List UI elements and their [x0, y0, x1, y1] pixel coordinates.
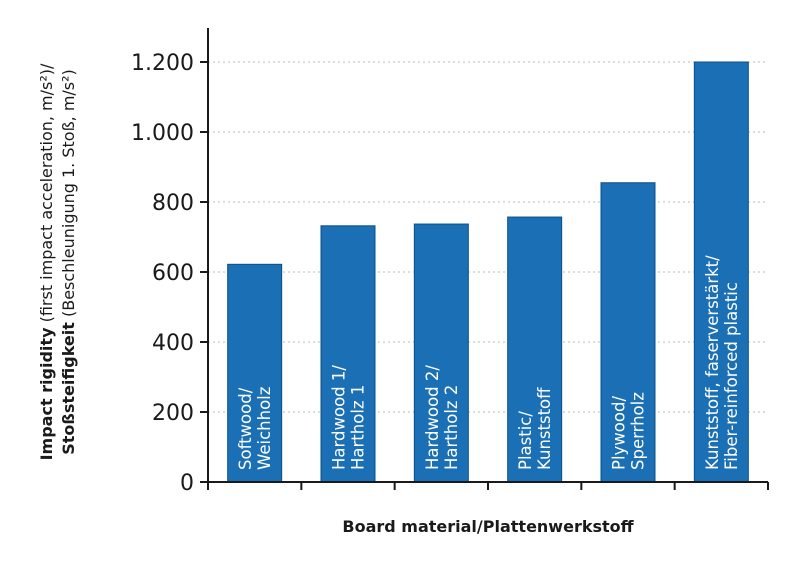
bar-label: Softwood/Weichholz	[236, 387, 274, 470]
bar-label-line: Weichholz	[255, 387, 274, 470]
bar-label: Plywood/Sperrholz	[610, 392, 648, 470]
bar	[320, 225, 376, 483]
y-axis-title-line2-bold: Stoßsteifigkeit	[59, 322, 78, 455]
y-tick-label: 1.000	[131, 121, 194, 146]
bar-label-line: Hardwood 1/	[330, 365, 349, 470]
bar-label: Hardwood 2/Hartholz 2	[423, 365, 461, 470]
y-tick-label: 400	[152, 331, 194, 356]
y-ticks: 0 200 400 600 800 1.000 1.200	[131, 51, 208, 496]
y-axis-title-line2-normal: (Beschleunigung 1. Stoß, m/s²)	[59, 69, 78, 322]
x-ticks	[207, 482, 769, 490]
bar-label-line: Plywood/	[610, 396, 629, 470]
gridlines	[208, 61, 768, 413]
bar-label-line: Kunststoff	[535, 387, 554, 470]
y-tick-label: 1.200	[131, 51, 194, 76]
bar-label-line: Fiber-reinforced plastic	[722, 282, 741, 470]
svg-text:Stoßsteifigkeit (Beschleunigun: Stoßsteifigkeit (Beschleunigung 1. Stoß,…	[59, 69, 78, 455]
bar	[693, 61, 749, 483]
x-axis-title: Board material/Plattenwerkstoff	[342, 517, 634, 536]
bar-label: Hardwood 1/Hartholz 1	[330, 365, 368, 470]
y-tick-label: 0	[180, 471, 194, 496]
bar-label-line: Hartholz 1	[349, 385, 368, 470]
bar-label-line: Plastic/	[516, 411, 535, 470]
axes	[207, 28, 768, 483]
svg-text:Impact rigidity (first impact: Impact rigidity (first impact accelerati…	[37, 63, 56, 460]
bar	[507, 216, 563, 483]
y-tick-label: 200	[152, 401, 194, 426]
y-axis-title: Impact rigidity (first impact accelerati…	[37, 63, 78, 460]
y-axis-title-line1-bold: Impact rigidity	[37, 327, 56, 460]
bar-label-line: Hartholz 2	[442, 385, 461, 470]
bar	[413, 223, 469, 483]
bar-label-line: Softwood/	[236, 387, 255, 470]
y-tick-label: 600	[152, 261, 194, 286]
bar-label: Kunststoff, faserverstärkt/Fiber-reinfor…	[703, 255, 741, 470]
bar	[227, 263, 283, 483]
bar-label-line: Hardwood 2/	[423, 365, 442, 470]
y-axis-title-line1-normal: (first impact acceleration, m/s²)/	[37, 63, 56, 328]
bar-label-line: Sperrholz	[629, 392, 648, 470]
bar-label-line: Kunststoff, faserverstärkt/	[703, 255, 722, 470]
y-tick-label: 800	[152, 191, 194, 216]
bar-label: Plastic/Kunststoff	[516, 387, 554, 470]
